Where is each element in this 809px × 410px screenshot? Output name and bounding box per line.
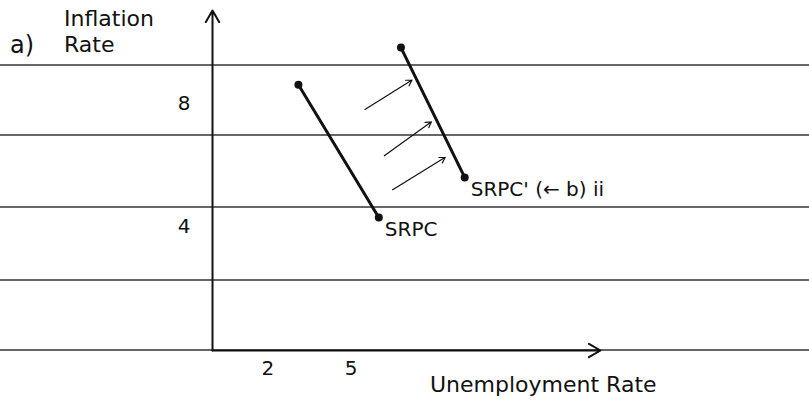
html-text:a): a) <box>10 31 35 59</box>
svg-text:2: 2 <box>262 356 275 380</box>
svg-text:5: 5 <box>345 356 358 380</box>
svg-text:SRPC: SRPC <box>385 217 438 241</box>
svg-text:8: 8 <box>178 91 191 115</box>
svg-text:4: 4 <box>178 214 191 238</box>
html-text:Unemployment Rate: Unemployment Rate <box>430 372 657 397</box>
html-text:Inflation Rate: Inflation Rate <box>64 6 154 57</box>
svg-text:SRPC' (← b) ii: SRPC' (← b) ii <box>471 177 604 201</box>
